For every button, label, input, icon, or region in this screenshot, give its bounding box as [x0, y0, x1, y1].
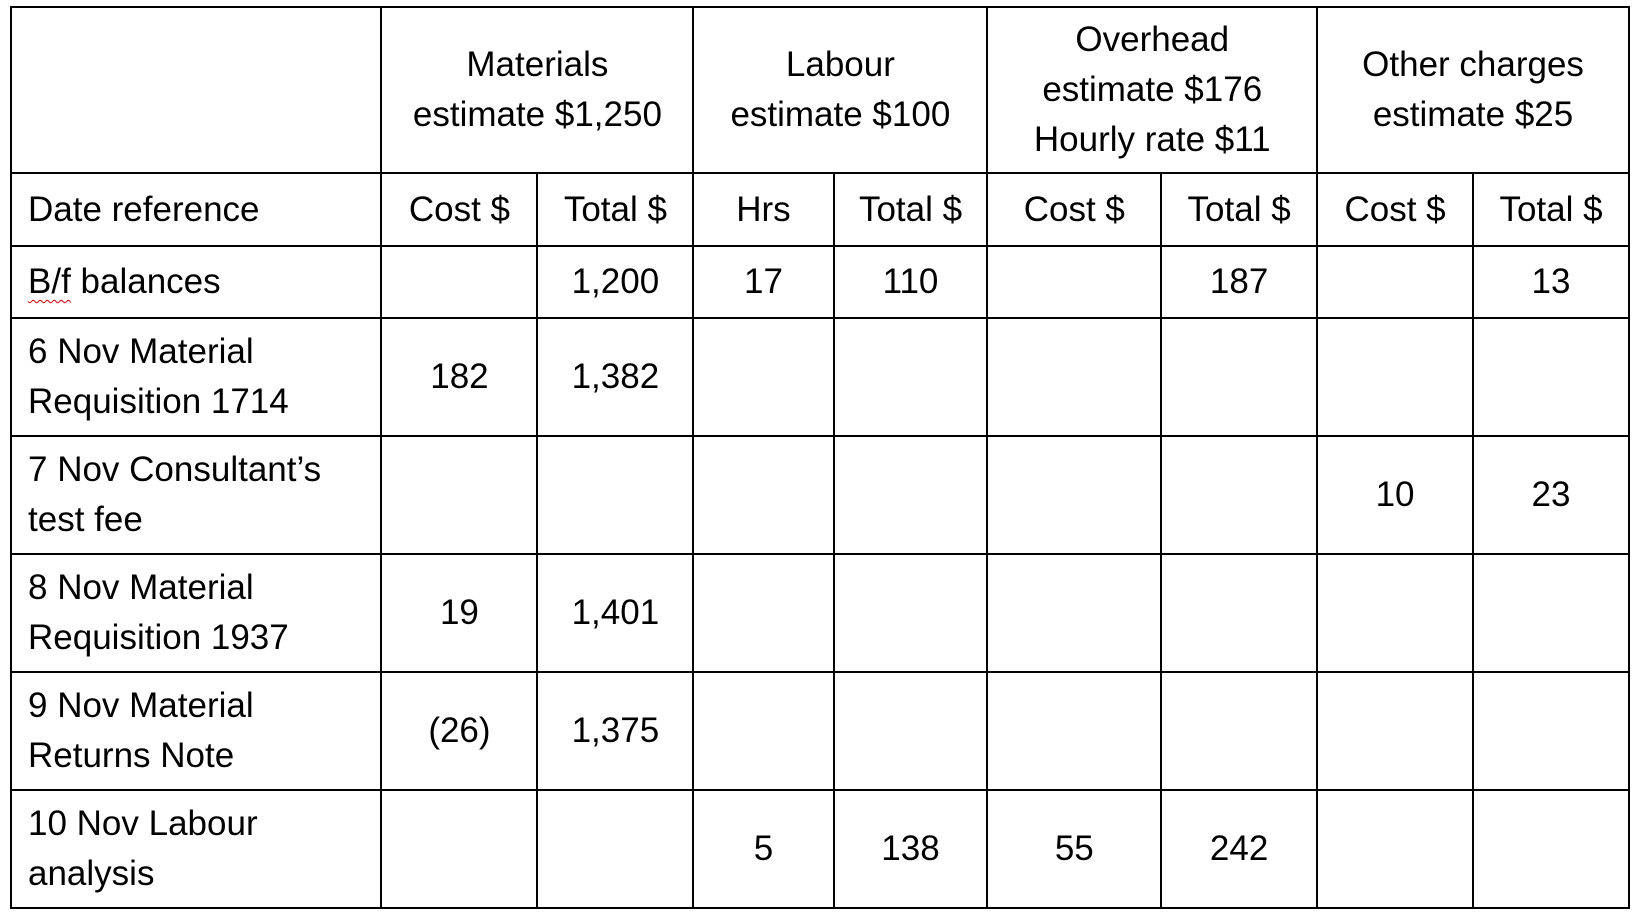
labour-hrs-cell [692, 435, 835, 555]
overhead-cost-cell [986, 245, 1163, 319]
labour-total-cell: 110 [832, 245, 989, 319]
column-header-overhead-total: Total $ [1160, 172, 1319, 247]
materials-total-cell: 1,375 [536, 671, 695, 791]
column-header-labour-hrs: Hrs [692, 172, 835, 247]
column-header-materials-total: Total $ [536, 172, 695, 247]
materials-total-cell: 1,200 [536, 245, 695, 319]
materials-total-cell [536, 789, 695, 909]
date-reference-cell: 10 Nov Labour analysis [9, 789, 383, 909]
labour-hrs-cell [692, 553, 835, 673]
materials-group-header: Materials estimate $1,250 [380, 6, 695, 174]
other-total-cell [1472, 789, 1630, 909]
column-header-overhead-cost: Cost $ [986, 172, 1163, 247]
labour-estimate: estimate $100 [730, 95, 951, 134]
overhead-cost-cell [986, 671, 1163, 791]
date-reference-line-1: 7 Nov Consultant’s [28, 450, 322, 489]
table-row: 7 Nov Consultant’s test fee 10 23 [9, 435, 1630, 555]
other-cost-cell [1316, 245, 1475, 319]
other-cost-cell [1316, 553, 1475, 673]
column-header-other-total: Total $ [1472, 172, 1630, 247]
overhead-estimate: estimate $176 [1042, 70, 1263, 109]
date-reference-line-1: 10 Nov Labour [28, 804, 258, 843]
materials-total-cell: 1,382 [536, 317, 695, 437]
labour-total-cell: 138 [832, 789, 989, 909]
other-cost-cell [1316, 671, 1475, 791]
materials-cost-cell: 19 [380, 553, 539, 673]
labour-total-cell [832, 671, 989, 791]
overhead-total-cell: 187 [1160, 245, 1319, 319]
materials-cost-cell [380, 245, 539, 319]
date-reference-line-2: analysis [28, 854, 155, 893]
materials-cost-cell [380, 435, 539, 555]
date-reference-line-2: test fee [28, 500, 143, 539]
blank-corner-cell [9, 6, 383, 174]
overhead-cost-cell [986, 553, 1163, 673]
date-reference-line-2: Requisition 1714 [28, 382, 289, 421]
overhead-group-header: Overhead estimate $176 Hourly rate $11 [986, 6, 1319, 174]
job-cost-table: Materials estimate $1,250 Labour estimat… [9, 6, 1630, 909]
date-reference-line-1: 8 Nov Material [28, 568, 254, 607]
overhead-cost-cell: 55 [986, 789, 1163, 909]
column-header-row: Date reference Cost $ Total $ Hrs Total … [9, 172, 1630, 247]
labour-hrs-cell: 5 [692, 789, 835, 909]
labour-total-cell [832, 317, 989, 437]
overhead-hourly-rate: Hourly rate $11 [1033, 120, 1271, 159]
overhead-group-title: Overhead [1075, 20, 1230, 59]
table-row: 9 Nov Material Returns Note (26) 1,375 [9, 671, 1630, 791]
date-reference-cell: 7 Nov Consultant’s test fee [9, 435, 383, 555]
materials-cost-cell: 182 [380, 317, 539, 437]
materials-estimate: estimate $1,250 [412, 95, 662, 134]
other-total-cell [1472, 553, 1630, 673]
bf-label: B/f [28, 262, 71, 301]
column-header-other-cost: Cost $ [1316, 172, 1475, 247]
other-total-cell [1472, 317, 1630, 437]
other-total-cell: 23 [1472, 435, 1630, 555]
date-reference-line-1: 6 Nov Material [28, 332, 254, 371]
column-header-labour-total: Total $ [832, 172, 989, 247]
other-charges-group-title: Other charges [1362, 45, 1584, 84]
table-row: B/f balances 1,200 17 110 187 13 [9, 245, 1630, 319]
labour-hrs-cell: 17 [692, 245, 835, 319]
materials-group-title: Materials [466, 45, 609, 84]
table-row: 6 Nov Material Requisition 1714 182 1,38… [9, 317, 1630, 437]
labour-group-header: Labour estimate $100 [692, 6, 989, 174]
date-reference-cell: 8 Nov Material Requisition 1937 [9, 553, 383, 673]
date-reference-cell: 6 Nov Material Requisition 1714 [9, 317, 383, 437]
date-reference-line-1: 9 Nov Material [28, 686, 254, 725]
group-header-row: Materials estimate $1,250 Labour estimat… [9, 6, 1630, 174]
date-reference-cell: B/f balances [9, 245, 383, 319]
table-row: 8 Nov Material Requisition 1937 19 1,401 [9, 553, 1630, 673]
other-cost-cell [1316, 317, 1475, 437]
overhead-total-cell [1160, 671, 1319, 791]
date-reference-cell: 9 Nov Material Returns Note [9, 671, 383, 791]
materials-total-cell [536, 435, 695, 555]
overhead-total-cell [1160, 435, 1319, 555]
other-charges-estimate: estimate $25 [1372, 95, 1574, 134]
other-cost-cell: 10 [1316, 435, 1475, 555]
overhead-cost-cell [986, 435, 1163, 555]
labour-total-cell [832, 553, 989, 673]
materials-cost-cell: (26) [380, 671, 539, 791]
other-cost-cell [1316, 789, 1475, 909]
labour-group-title: Labour [785, 45, 895, 84]
table-row: 10 Nov Labour analysis 5 138 55 242 [9, 789, 1630, 909]
labour-hrs-cell [692, 317, 835, 437]
materials-total-cell: 1,401 [536, 553, 695, 673]
overhead-total-cell: 242 [1160, 789, 1319, 909]
date-reference-line-2: Requisition 1937 [28, 618, 289, 657]
other-total-cell [1472, 671, 1630, 791]
materials-cost-cell [380, 789, 539, 909]
labour-total-cell [832, 435, 989, 555]
balances-label: balances [80, 262, 221, 301]
date-reference-line-2: Returns Note [28, 736, 235, 775]
overhead-total-cell [1160, 553, 1319, 673]
other-total-cell: 13 [1472, 245, 1630, 319]
other-charges-group-header: Other charges estimate $25 [1316, 6, 1630, 174]
column-header-materials-cost: Cost $ [380, 172, 539, 247]
labour-hrs-cell [692, 671, 835, 791]
column-header-date-reference: Date reference [9, 172, 383, 247]
overhead-cost-cell [986, 317, 1163, 437]
overhead-total-cell [1160, 317, 1319, 437]
